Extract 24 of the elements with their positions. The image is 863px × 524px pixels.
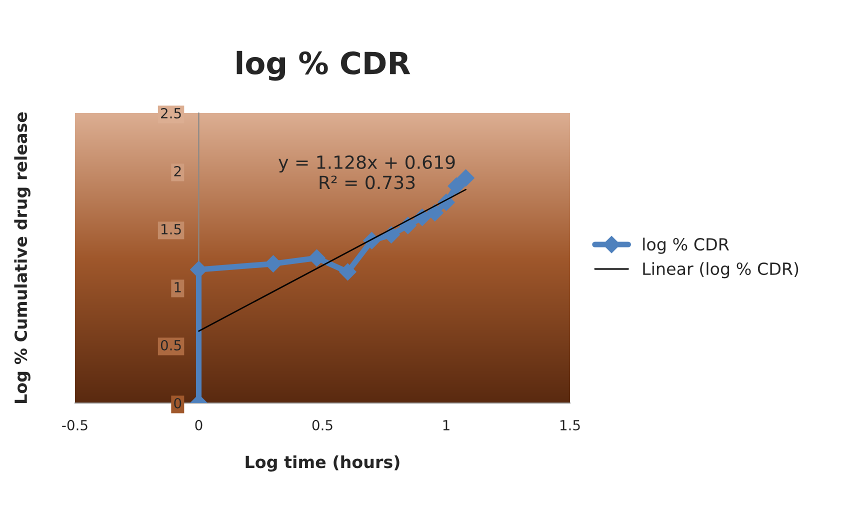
annotation: y = 1.128x + 0.619 R² = 0.733 (278, 155, 455, 190)
x-tick-label: -0.5 (62, 420, 88, 430)
point (382, 226, 400, 244)
x-tick-label: 1.5 (560, 420, 580, 430)
point (339, 263, 356, 280)
x-axis-title: Log time (hours) (246, 455, 400, 472)
y-axis-title: Log % Cumulative drug release (14, 112, 30, 403)
point (426, 204, 444, 222)
point (448, 178, 465, 195)
legend-label: Linear (log % CDR) (643, 262, 798, 278)
y-tick-label: 1 (174, 282, 181, 292)
y-tick-label: 2.5 (161, 108, 181, 118)
y-tick-label: 0.5 (160, 340, 181, 350)
y-tick-label: 0 (174, 398, 182, 408)
point (308, 249, 326, 267)
x-tick-label: 1 (443, 420, 450, 430)
x-tick-label: 0.5 (312, 420, 332, 430)
point (457, 169, 474, 187)
y-tick-label: 2 (174, 166, 181, 176)
chart-title: log % CDR (236, 50, 410, 81)
point (264, 255, 282, 272)
legend-label: log % CDR (643, 238, 729, 254)
x-tick-label: 0 (195, 420, 202, 430)
y-tick-label: 1.5 (162, 224, 181, 234)
